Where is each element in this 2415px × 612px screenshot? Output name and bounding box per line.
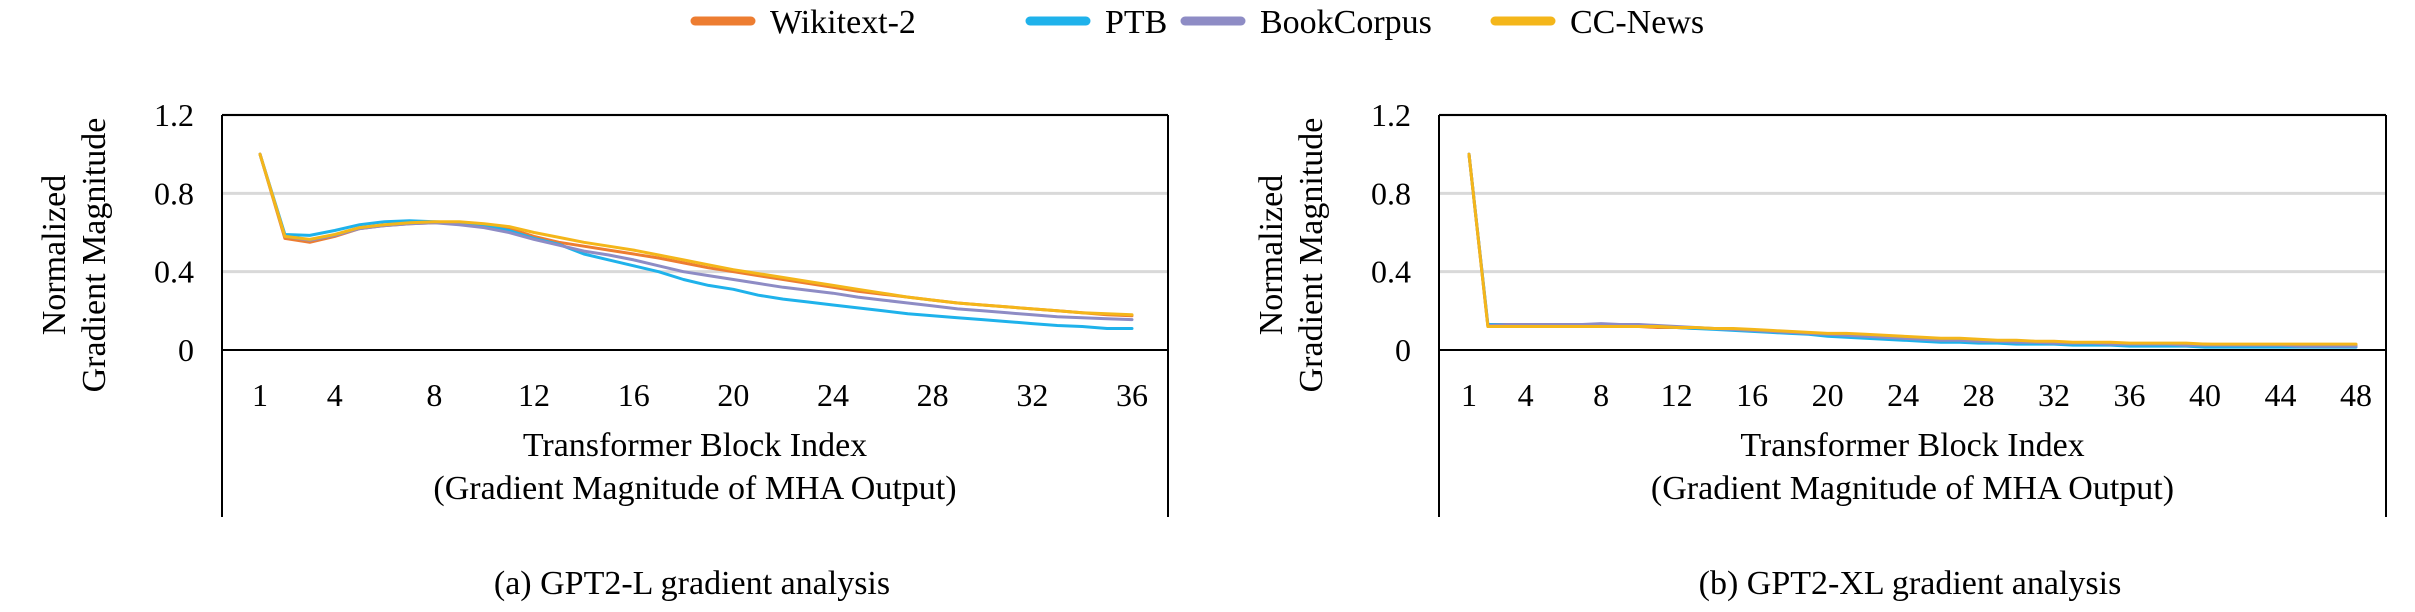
x-tick-label: 24 [1887, 377, 1919, 413]
y-axis-title: Normalized [1253, 175, 1290, 336]
legend-label-ptb: PTB [1105, 4, 1167, 41]
x-tick-label: 24 [817, 377, 849, 413]
series-line-wikitext-2 [1467, 152, 2358, 347]
x-tick-label: 16 [618, 377, 650, 413]
y-axis-title: Gradient Magnitude [1293, 118, 1330, 393]
y-axis-title: Normalized [36, 175, 73, 336]
x-tick-label: 12 [1661, 377, 1693, 413]
y-tick-label: 0.8 [154, 175, 194, 211]
y-tick-label: 0 [178, 332, 194, 368]
series-line-ptb [1467, 152, 2358, 349]
y-tick-label: 1.2 [1371, 97, 1411, 133]
x-tick-label: 44 [2265, 377, 2297, 413]
x-tick-label: 36 [1116, 377, 1148, 413]
x-tick-label: 32 [1016, 377, 1048, 413]
x-tick-label: 8 [1593, 377, 1609, 413]
x-axis-title: Transformer Block Index [1740, 427, 2084, 464]
series-line-cc-news [258, 152, 1134, 317]
x-tick-label: 20 [717, 377, 749, 413]
x-axis-subtitle: (Gradient Magnitude of MHA Output) [433, 470, 956, 507]
series-line-bookcorpus [258, 152, 1134, 322]
y-tick-label: 1.2 [154, 97, 194, 133]
chart-panel-b: 00.40.81.21 4 8 12 16 20 24 28 32 36 40 44 48Transfo… [1253, 97, 2387, 602]
x-tick-label: 4 [1518, 377, 1534, 413]
x-axis-subtitle: (Gradient Magnitude of MHA Output) [1651, 470, 2174, 507]
y-tick-label: 0.4 [1371, 254, 1411, 290]
legend-label-bookcorpus: BookCorpus [1260, 4, 1432, 41]
x-tick-label: 16 [1736, 377, 1768, 413]
x-tick-label: 20 [1812, 377, 1844, 413]
x-tick-label: 12 [518, 377, 550, 413]
x-tick-label: 8 [426, 377, 442, 413]
x-tick-label: 1 [1461, 377, 1477, 413]
x-tick-label: 40 [2189, 377, 2221, 413]
series-line-bookcorpus [1467, 152, 2358, 348]
x-tick-label: 28 [1963, 377, 1995, 413]
series-line-ptb [258, 152, 1134, 330]
chart-caption: (a) GPT2-L gradient analysis [494, 565, 890, 602]
series-line-wikitext-2 [258, 152, 1134, 318]
y-tick-label: 0.4 [154, 254, 194, 290]
x-tick-label: 48 [2340, 377, 2372, 413]
x-axis-title: Transformer Block Index [523, 427, 867, 464]
series-line-cc-news [1467, 152, 2358, 346]
legend: Wikitext-2 PTB BookCorpus CC-News [690, 4, 1704, 41]
y-tick-label: 0.8 [1371, 175, 1411, 211]
y-axis-title: Gradient Magnitude [76, 118, 113, 393]
legend-label-cc-news: CC-News [1570, 4, 1704, 41]
legend-label-wikitext-2: Wikitext-2 [770, 4, 916, 41]
x-tick-label: 1 [252, 377, 268, 413]
chart-panel-a: 0 0.4 0.8 1.2 1 4 8 12 16 20 24 28 32 36 Transformer B… [36, 97, 1169, 602]
x-tick-label: 36 [2114, 377, 2146, 413]
x-tick-label: 28 [917, 377, 949, 413]
x-tick-label: 32 [2038, 377, 2070, 413]
chart-caption: (b) GPT2-XL gradient analysis [1699, 565, 2122, 602]
x-tick-label: 4 [327, 377, 343, 413]
y-tick-label: 0 [1395, 332, 1411, 368]
